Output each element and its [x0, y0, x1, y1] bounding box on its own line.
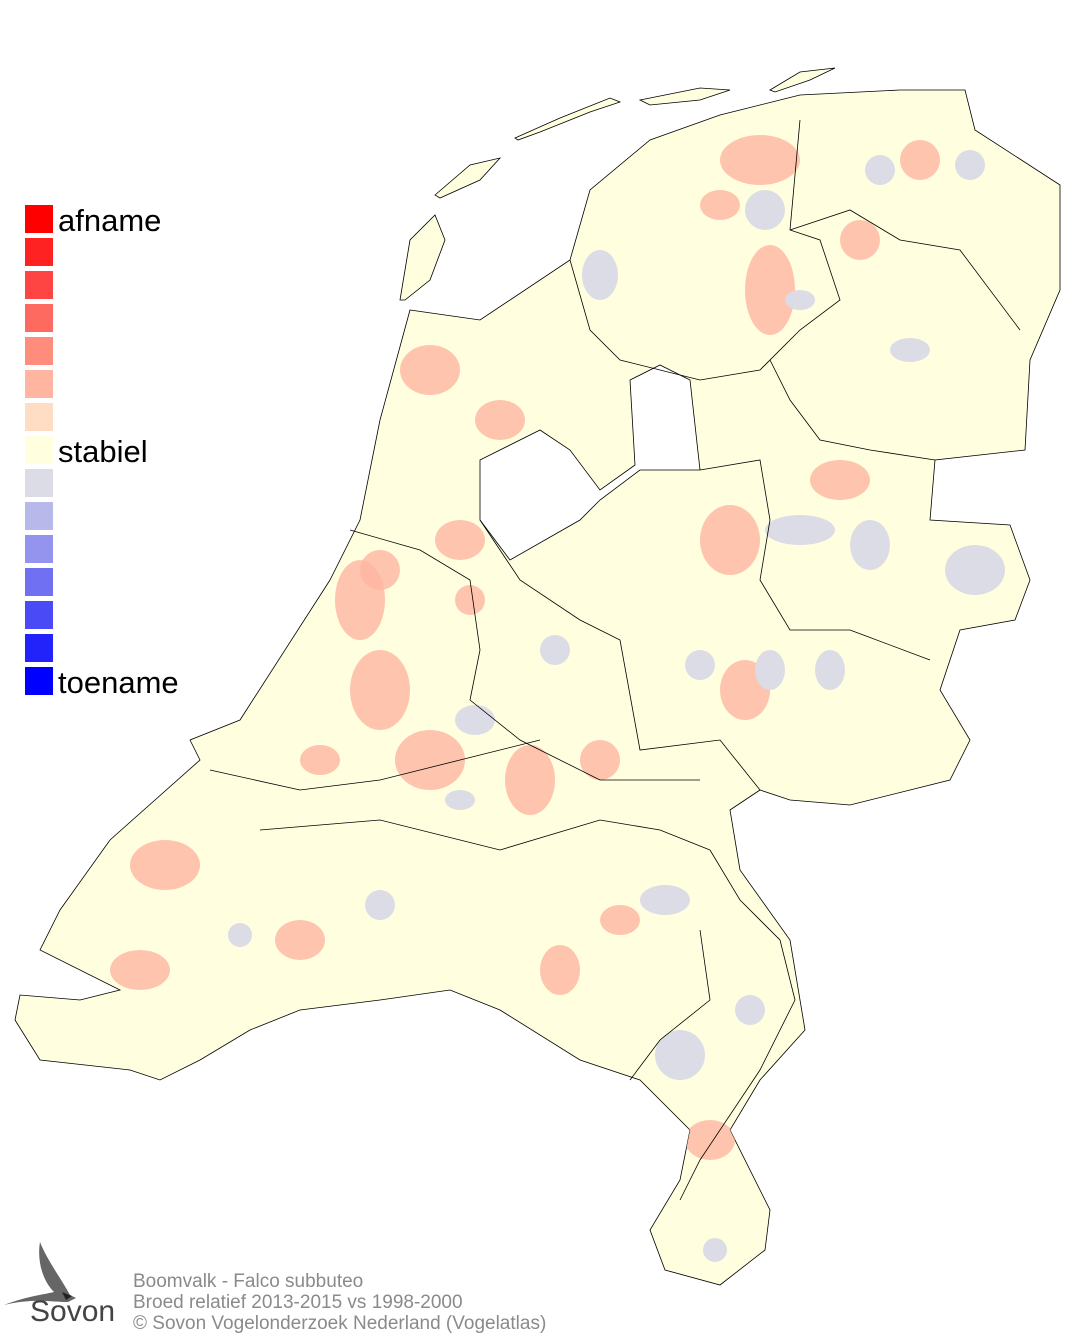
decline-area [350, 650, 410, 730]
increase-area [745, 190, 785, 230]
province-border [699, 459, 931, 661]
island [514, 97, 622, 141]
decline-area [540, 945, 580, 995]
decline-area [580, 740, 620, 780]
increase-area [703, 1238, 727, 1262]
legend-swatch [25, 568, 53, 596]
legend-swatch [25, 304, 53, 332]
increase-area [765, 515, 835, 545]
decline-area [455, 585, 485, 615]
increase-area [540, 635, 570, 665]
increase-area [815, 650, 845, 690]
legend-swatch [25, 337, 53, 365]
island [399, 214, 446, 301]
sovon-logo-text: Sovon [30, 1295, 116, 1328]
legend-swatch [25, 238, 53, 266]
period-subtitle: Broed relatief 2013-2015 vs 1998-2000 [133, 1292, 463, 1313]
copyright: © Sovon Vogelonderzoek Nederland (Vogela… [133, 1313, 547, 1334]
decline-area [900, 140, 940, 180]
decline-area [700, 190, 740, 220]
trend-blobs [110, 135, 1005, 1262]
increase-area [655, 1030, 705, 1080]
increase-area [582, 250, 618, 300]
increase-area [640, 885, 690, 915]
province-border [769, 359, 936, 461]
decline-area [110, 950, 170, 990]
map-caption: Boomvalk - Falco subbuteo Broed relatief… [133, 1271, 546, 1334]
province-border [259, 819, 711, 851]
decline-area [720, 135, 800, 185]
species-title: Boomvalk - Falco subbuteo [133, 1271, 364, 1292]
increase-area [755, 650, 785, 690]
province-border [349, 529, 700, 781]
legend-swatch [25, 403, 53, 431]
increase-area [890, 338, 930, 362]
legend-swatch [25, 502, 53, 530]
legend-label-stable: stabiel [58, 434, 148, 469]
island [769, 67, 836, 93]
decline-area [745, 245, 795, 335]
increase-area [365, 890, 395, 920]
swallow-icon [4, 1242, 76, 1305]
decline-area [840, 220, 880, 260]
increase-area [865, 155, 895, 185]
province-border [629, 929, 711, 1081]
decline-area [400, 345, 460, 395]
decline-area [275, 920, 325, 960]
legend-swatch [25, 205, 53, 233]
province-border [569, 119, 841, 381]
legend-swatch [25, 370, 53, 398]
legend-label-increase: toename [58, 665, 179, 700]
increase-area [785, 290, 815, 310]
province-border [209, 739, 541, 791]
increase-area [445, 790, 475, 810]
legend-swatch [25, 535, 53, 563]
province-border [479, 519, 761, 791]
increase-area [955, 150, 985, 180]
legend-swatch [25, 271, 53, 299]
legend-swatch [25, 601, 53, 629]
decline-area [700, 505, 760, 575]
legend-swatch [25, 634, 53, 662]
increase-area [455, 705, 495, 735]
island [638, 87, 731, 106]
legend-swatch [25, 436, 53, 464]
legend-label-decline: afname [58, 203, 162, 238]
increase-area [228, 923, 252, 947]
increase-area [735, 995, 765, 1025]
mainland [14, 89, 1061, 1286]
province-border [789, 209, 1021, 331]
legend-swatch [25, 667, 53, 695]
decline-area [505, 745, 555, 815]
decline-area [360, 550, 400, 590]
decline-area [300, 745, 340, 775]
decline-area [600, 905, 640, 935]
increase-area [945, 545, 1005, 595]
decline-area [685, 1120, 735, 1160]
decline-area [810, 460, 870, 500]
decline-area [395, 730, 465, 790]
legend-swatch [25, 469, 53, 497]
decline-area [475, 400, 525, 440]
decline-area [130, 840, 200, 890]
decline-area [435, 520, 485, 560]
island [434, 157, 502, 199]
province-border [679, 849, 796, 1201]
wadden-islands [399, 67, 836, 301]
increase-area [685, 650, 715, 680]
increase-area [850, 520, 890, 570]
ijsselmeer [479, 364, 701, 561]
province-borders [209, 119, 1021, 1201]
